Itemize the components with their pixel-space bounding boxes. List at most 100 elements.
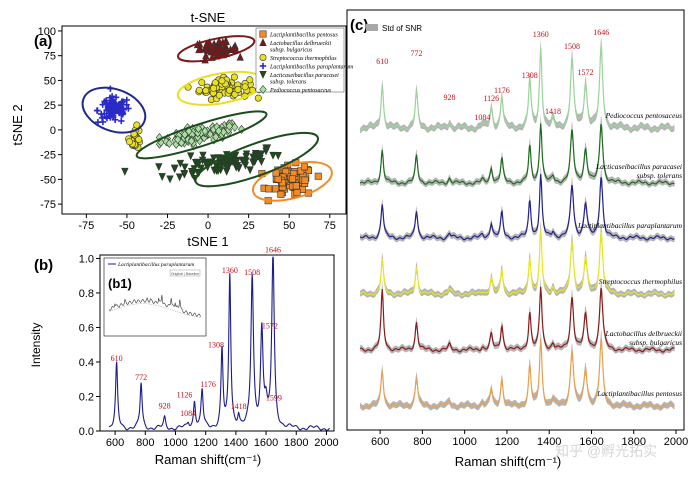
series-label: subsp. bulgaricus	[629, 338, 682, 347]
peak-label: 1508	[244, 268, 260, 277]
y-tick-label: -50	[40, 174, 56, 186]
marker-triangle-down	[199, 151, 207, 160]
marker-circle	[195, 86, 203, 94]
marker-triangle-down	[269, 151, 277, 160]
peak-label: 610	[376, 57, 388, 66]
tsne-ylabel: tSNE 2	[10, 104, 25, 145]
marker-square	[278, 179, 286, 187]
series-label: Pediococcus pentosaceus	[605, 111, 683, 120]
peak-label: 1418	[231, 402, 247, 411]
panel-label-c: (c)	[350, 17, 368, 34]
panel-label-a: (a)	[34, 33, 52, 50]
peak-label: 1308	[208, 340, 224, 349]
peak-label: 1084	[474, 113, 490, 122]
marker-triangle	[236, 52, 244, 61]
x-tick-label: 1800	[621, 436, 645, 448]
y-tick-label: 50	[44, 75, 56, 87]
legend-label: Streptococcus thermophilus	[270, 56, 337, 62]
marker-triangle-down	[259, 71, 267, 79]
raman-spectrum-line	[108, 256, 330, 431]
marker-triangle-down	[188, 170, 197, 179]
marker-diamond	[225, 121, 233, 131]
peak-label: 1646	[265, 245, 281, 254]
spectrum-line	[359, 286, 675, 353]
marker-diamond	[237, 124, 246, 134]
peak-label: 1646	[593, 28, 609, 37]
marker-triangle-down	[187, 152, 195, 161]
x-tick-label: 1400	[224, 437, 248, 449]
std-band	[360, 329, 675, 411]
x-tick-label: 1000	[163, 437, 187, 449]
peak-label: 1176	[494, 86, 510, 95]
watermark-text: 知乎 @孵光拓实	[555, 443, 657, 459]
legend-label: Lactiplantibacillus pentosus	[269, 33, 338, 39]
marker-triangle-down	[234, 164, 243, 173]
peak-label: 928	[443, 93, 455, 102]
peak-label: 1360	[533, 30, 549, 39]
marker-diamond	[215, 126, 223, 136]
marker-triangle-down	[197, 164, 205, 173]
cluster-ellipse	[194, 131, 319, 188]
snr-series-5: Lactiplantibacillus pentosus	[359, 329, 682, 411]
peak-label: 928	[159, 402, 171, 411]
x-tick-label: -25	[160, 220, 176, 232]
peak-label: 772	[410, 49, 422, 58]
marker-triangle	[219, 37, 227, 46]
peak-label: 1084	[180, 409, 196, 418]
x-tick-label: 600	[106, 437, 124, 449]
marker-circle	[234, 85, 242, 93]
marker-triangle-down	[262, 144, 270, 153]
marker-square	[314, 172, 322, 180]
marker-square	[300, 163, 308, 171]
peak-label: 610	[111, 354, 123, 363]
marker-square	[292, 182, 300, 190]
y-tick-label: 0.6	[79, 322, 94, 334]
tsne-series-0	[258, 159, 322, 205]
cluster-ellipse	[177, 35, 256, 63]
tsne-series-1	[193, 36, 244, 64]
tsne-frame	[61, 25, 347, 215]
marker-triangle-down	[166, 175, 174, 184]
inset-title: Lactiplantibacillus paraplantarum	[117, 262, 194, 268]
marker-triangle	[202, 51, 210, 60]
marker-triangle-down	[175, 173, 184, 182]
marker-diamond	[194, 124, 203, 134]
snr-series-3: Streptococcus thermophilus	[360, 219, 682, 299]
marker-diamond	[174, 135, 182, 145]
std-legend-swatch	[366, 24, 378, 31]
series-label: Lactiplantibacillus paraplantarum	[577, 221, 683, 230]
marker-triangle	[222, 46, 230, 55]
legend-label: subsp. bulgaricus	[270, 48, 313, 54]
tsne-series-2	[184, 73, 263, 104]
spectrum-line	[359, 338, 675, 409]
y-tick-label: -75	[40, 199, 56, 211]
marker-triangle-down	[180, 170, 189, 179]
x-tick-label: 75	[324, 220, 336, 232]
x-tick-label: -50	[119, 220, 135, 232]
x-tick-label: 600	[371, 436, 389, 448]
peak-label: 1308	[522, 71, 538, 80]
marker-circle	[198, 79, 206, 87]
raman-spectrum-panel: 600 800 1000 1200 1400 1600 1800 2000 0.0 0.2 0.4 0…	[29, 245, 339, 467]
marker-square	[301, 176, 309, 184]
raman-frame	[99, 254, 335, 432]
marker-circle	[133, 121, 141, 129]
marker-square	[277, 190, 285, 198]
marker-circle	[254, 94, 262, 102]
marker-circle	[202, 87, 210, 95]
x-tick-label: 0	[205, 220, 211, 232]
raman-xlabel: Raman shift(cm⁻¹)	[155, 452, 262, 467]
peak-label: 1572	[262, 321, 278, 330]
marker-circle	[230, 73, 238, 81]
series-label: Streptococcus thermophilus	[599, 277, 682, 286]
marker-triangle-down	[246, 166, 254, 175]
panel-label-b: (b)	[34, 257, 53, 274]
marker-circle	[218, 77, 226, 85]
legend-box	[255, 27, 345, 93]
x-tick-label: 800	[413, 436, 431, 448]
snr-spectra-panel: 600 800 1000 1200 1400 1600 1800 2000 Std of SNR…	[346, 9, 688, 469]
x-tick-label: 25	[243, 220, 255, 232]
